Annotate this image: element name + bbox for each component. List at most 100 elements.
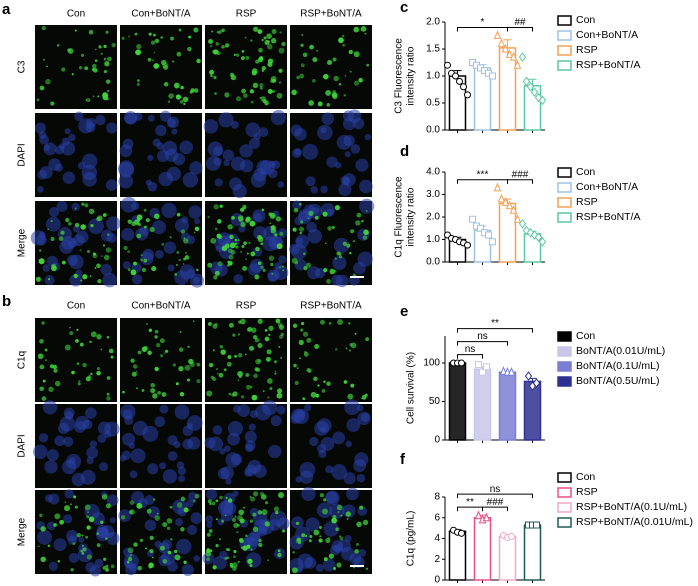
stain-spot bbox=[175, 94, 182, 100]
stain-spot bbox=[38, 433, 49, 443]
stain-spot bbox=[208, 322, 212, 326]
stain-spot bbox=[268, 333, 271, 337]
stain-spot bbox=[93, 68, 98, 73]
stain-spot bbox=[178, 347, 184, 352]
significance-bracket bbox=[507, 179, 533, 184]
stain-spot bbox=[92, 95, 95, 98]
stain-spot bbox=[305, 517, 320, 532]
stain-spot bbox=[243, 241, 247, 246]
stain-spot bbox=[261, 38, 264, 42]
y-tick-label: 4 bbox=[434, 533, 440, 544]
stain-spot bbox=[365, 210, 368, 212]
stain-spot bbox=[207, 548, 210, 550]
stain-spot bbox=[297, 410, 306, 418]
stain-spot bbox=[359, 179, 373, 194]
stain-spot bbox=[81, 53, 85, 57]
stain-spot bbox=[251, 327, 257, 333]
stain-spot bbox=[88, 516, 95, 523]
stain-spot bbox=[214, 178, 223, 187]
stain-spot bbox=[218, 234, 222, 239]
stain-spot bbox=[149, 226, 155, 233]
stain-spot bbox=[361, 219, 364, 223]
stain-spot bbox=[183, 560, 187, 564]
y-tick-label: 0.0 bbox=[426, 125, 440, 136]
stain-spot bbox=[72, 542, 76, 546]
stain-spot bbox=[53, 368, 58, 373]
stain-spot bbox=[101, 494, 108, 500]
stain-spot bbox=[278, 492, 284, 499]
legend-label: Con+BoNT/A bbox=[576, 181, 638, 193]
stain-spot bbox=[207, 262, 213, 268]
stain-spot bbox=[187, 415, 203, 431]
stain-spot bbox=[362, 519, 369, 526]
stain-spot bbox=[222, 149, 235, 161]
stain-spot bbox=[92, 253, 98, 259]
stain-spot bbox=[240, 56, 245, 61]
stain-spot bbox=[189, 90, 193, 94]
stain-spot bbox=[145, 218, 150, 223]
stain-spot bbox=[210, 237, 217, 244]
stain-spot bbox=[129, 554, 133, 557]
stain-spot bbox=[306, 222, 317, 233]
stain-spot bbox=[68, 221, 72, 226]
stain-spot bbox=[296, 566, 303, 573]
stain-spot bbox=[220, 349, 226, 355]
stain-spot bbox=[211, 30, 214, 33]
stain-spot bbox=[184, 364, 191, 371]
stain-spot bbox=[232, 391, 238, 397]
y-tick-label: 2 bbox=[434, 554, 440, 565]
stain-spot bbox=[217, 467, 230, 480]
stain-spot bbox=[154, 366, 159, 372]
legend-swatch bbox=[557, 502, 572, 513]
stain-spot bbox=[268, 160, 276, 168]
stain-spot bbox=[224, 92, 230, 98]
stain-spot bbox=[183, 102, 186, 106]
stain-spot bbox=[214, 323, 218, 326]
data-point bbox=[501, 197, 510, 206]
stain-spot bbox=[66, 254, 78, 266]
data-point bbox=[482, 512, 491, 522]
stain-spot bbox=[163, 352, 166, 354]
stain-spot bbox=[185, 499, 194, 508]
stain-spot bbox=[223, 159, 230, 167]
stain-spot bbox=[107, 233, 110, 236]
stain-spot bbox=[240, 221, 246, 228]
stain-spot bbox=[345, 347, 348, 350]
stain-spot bbox=[208, 39, 213, 44]
stain-spot bbox=[345, 440, 352, 448]
stain-spot bbox=[122, 409, 133, 419]
stain-spot bbox=[250, 548, 253, 551]
column-header: RSP bbox=[236, 9, 257, 20]
stain-spot bbox=[338, 83, 342, 86]
stain-spot bbox=[212, 49, 217, 55]
stain-spot bbox=[349, 251, 352, 255]
stain-spot bbox=[122, 261, 131, 270]
stain-spot bbox=[76, 328, 79, 331]
stain-spot bbox=[320, 185, 328, 194]
stain-spot bbox=[105, 503, 112, 509]
stain-spot bbox=[221, 28, 225, 33]
stain-spot bbox=[227, 498, 233, 503]
stain-spot bbox=[276, 92, 283, 99]
stain-spot bbox=[276, 243, 283, 250]
stain-spot bbox=[214, 227, 218, 231]
stain-spot bbox=[176, 212, 181, 217]
stain-spot bbox=[166, 518, 173, 524]
legend-swatch bbox=[557, 331, 572, 342]
stain-spot bbox=[155, 250, 164, 259]
stain-spot bbox=[41, 25, 46, 31]
stain-spot bbox=[74, 111, 84, 121]
stain-spot bbox=[342, 504, 356, 518]
significance-label: * bbox=[481, 17, 485, 28]
data-point bbox=[464, 91, 471, 99]
stain-spot bbox=[135, 370, 138, 373]
stain-spot bbox=[204, 437, 216, 449]
data-point bbox=[479, 368, 486, 376]
stain-spot bbox=[336, 251, 341, 256]
stain-spot bbox=[278, 47, 285, 54]
stain-spot bbox=[184, 255, 190, 260]
stain-spot bbox=[272, 90, 276, 93]
stain-spot bbox=[79, 249, 82, 252]
stain-spot bbox=[159, 545, 165, 551]
stain-spot bbox=[308, 210, 314, 217]
